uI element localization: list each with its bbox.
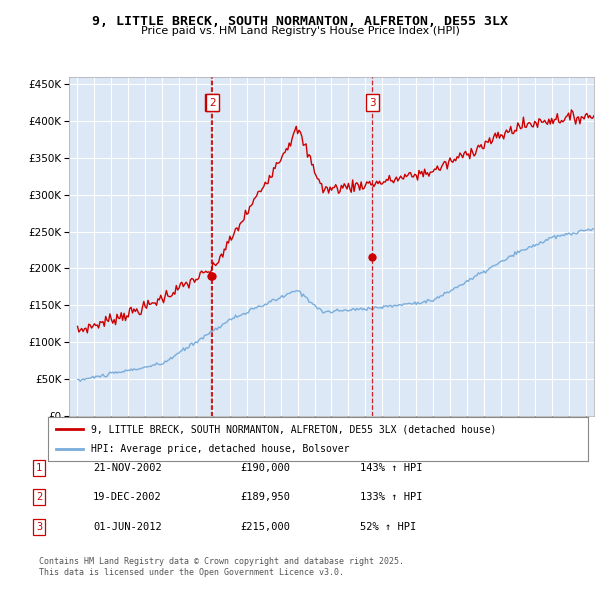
Text: 143% ↑ HPI: 143% ↑ HPI [360, 463, 422, 473]
Text: 9, LITTLE BRECK, SOUTH NORMANTON, ALFRETON, DE55 3LX (detached house): 9, LITTLE BRECK, SOUTH NORMANTON, ALFRET… [91, 424, 497, 434]
Text: 133% ↑ HPI: 133% ↑ HPI [360, 493, 422, 502]
Text: 1: 1 [36, 463, 42, 473]
Text: 9, LITTLE BRECK, SOUTH NORMANTON, ALFRETON, DE55 3LX: 9, LITTLE BRECK, SOUTH NORMANTON, ALFRET… [92, 15, 508, 28]
Text: 01-JUN-2012: 01-JUN-2012 [93, 522, 162, 532]
Text: HPI: Average price, detached house, Bolsover: HPI: Average price, detached house, Bols… [91, 444, 350, 454]
Text: 3: 3 [369, 97, 376, 107]
Text: £190,000: £190,000 [240, 463, 290, 473]
Text: 2: 2 [36, 493, 42, 502]
Text: Contains HM Land Registry data © Crown copyright and database right 2025.: Contains HM Land Registry data © Crown c… [39, 558, 404, 566]
Text: Price paid vs. HM Land Registry's House Price Index (HPI): Price paid vs. HM Land Registry's House … [140, 26, 460, 36]
Text: 21-NOV-2002: 21-NOV-2002 [93, 463, 162, 473]
Text: 52% ↑ HPI: 52% ↑ HPI [360, 522, 416, 532]
Text: 2: 2 [209, 97, 216, 107]
Text: 1: 1 [208, 97, 214, 107]
Text: £215,000: £215,000 [240, 522, 290, 532]
Text: This data is licensed under the Open Government Licence v3.0.: This data is licensed under the Open Gov… [39, 568, 344, 577]
Text: £189,950: £189,950 [240, 493, 290, 502]
Text: 3: 3 [36, 522, 42, 532]
Text: 19-DEC-2002: 19-DEC-2002 [93, 493, 162, 502]
